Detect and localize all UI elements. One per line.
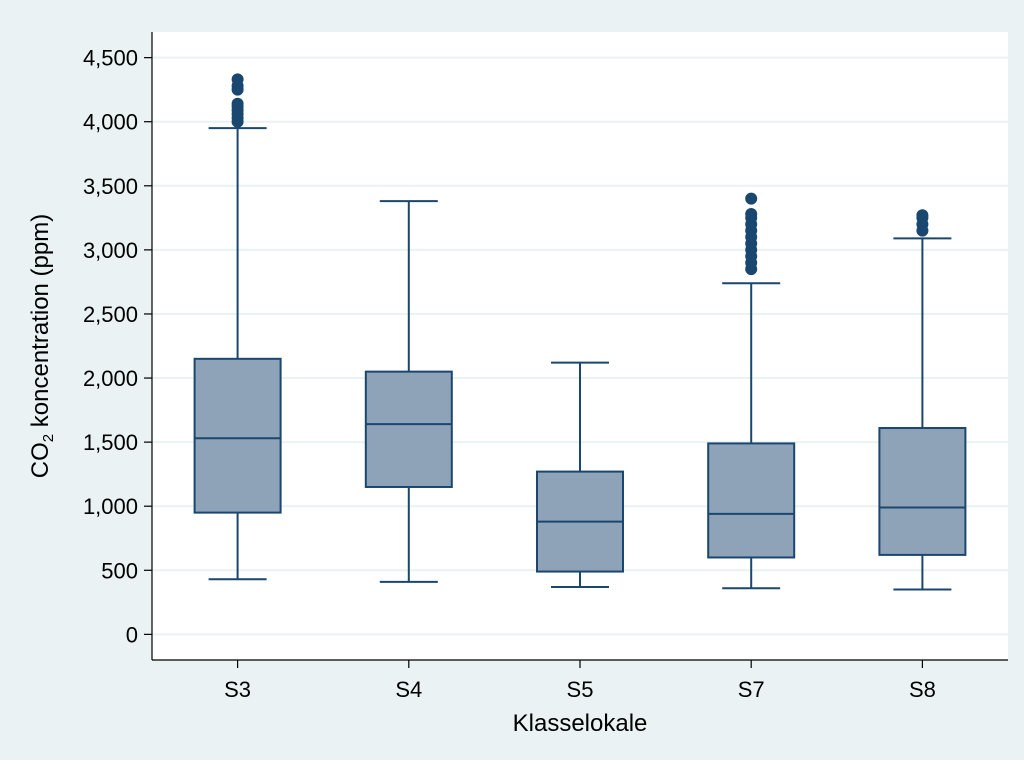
y-tick-label: 3,500 [83, 174, 138, 199]
iqr-box [193, 357, 282, 514]
box-series [193, 73, 967, 591]
y-tick-label: 1,500 [83, 430, 138, 455]
outlier-point [745, 192, 758, 205]
x-tick-label: S7 [738, 677, 765, 702]
y-axis-title-prefix: CO [27, 442, 54, 478]
x-tick-label: S3 [224, 677, 251, 702]
x-tick-label: S8 [909, 677, 936, 702]
y-axis-ticks: 0 500 1,000 1,500 2,000 2,500 3,000 3,500 4,000 4… [83, 46, 152, 647]
y-axis-title-subscript: 2 [40, 434, 57, 442]
box-s3 [193, 73, 282, 581]
x-axis-title: Klasselokale [513, 710, 648, 737]
x-tick-label: S4 [395, 677, 422, 702]
y-axis-title: CO2 koncentration (ppm) [27, 214, 57, 478]
iqr-box [707, 442, 796, 559]
iqr-box [878, 427, 967, 556]
y-tick-label: 4,000 [83, 110, 138, 135]
x-axis-ticks: S3 S4 S5 S7 S8 [224, 660, 936, 702]
y-tick-label: 2,000 [83, 366, 138, 391]
y-tick-label: 0 [126, 622, 138, 647]
y-tick-label: 500 [101, 558, 138, 583]
box-s7 [707, 192, 796, 590]
outlier-point [231, 97, 244, 110]
outlier-point [231, 73, 244, 86]
box-s8 [878, 209, 967, 591]
y-axis-title-suffix: koncentration (ppm) [27, 214, 54, 434]
outlier-point [916, 209, 929, 222]
box-s4 [364, 200, 453, 583]
iqr-box [364, 370, 453, 488]
y-tick-label: 1,000 [83, 494, 138, 519]
y-tick-label: 2,500 [83, 302, 138, 327]
y-tick-label: 3,000 [83, 238, 138, 263]
box-s5 [536, 361, 624, 588]
y-tick-label: 4,500 [83, 46, 138, 71]
outlier-point [745, 207, 758, 220]
x-tick-label: S5 [567, 677, 594, 702]
